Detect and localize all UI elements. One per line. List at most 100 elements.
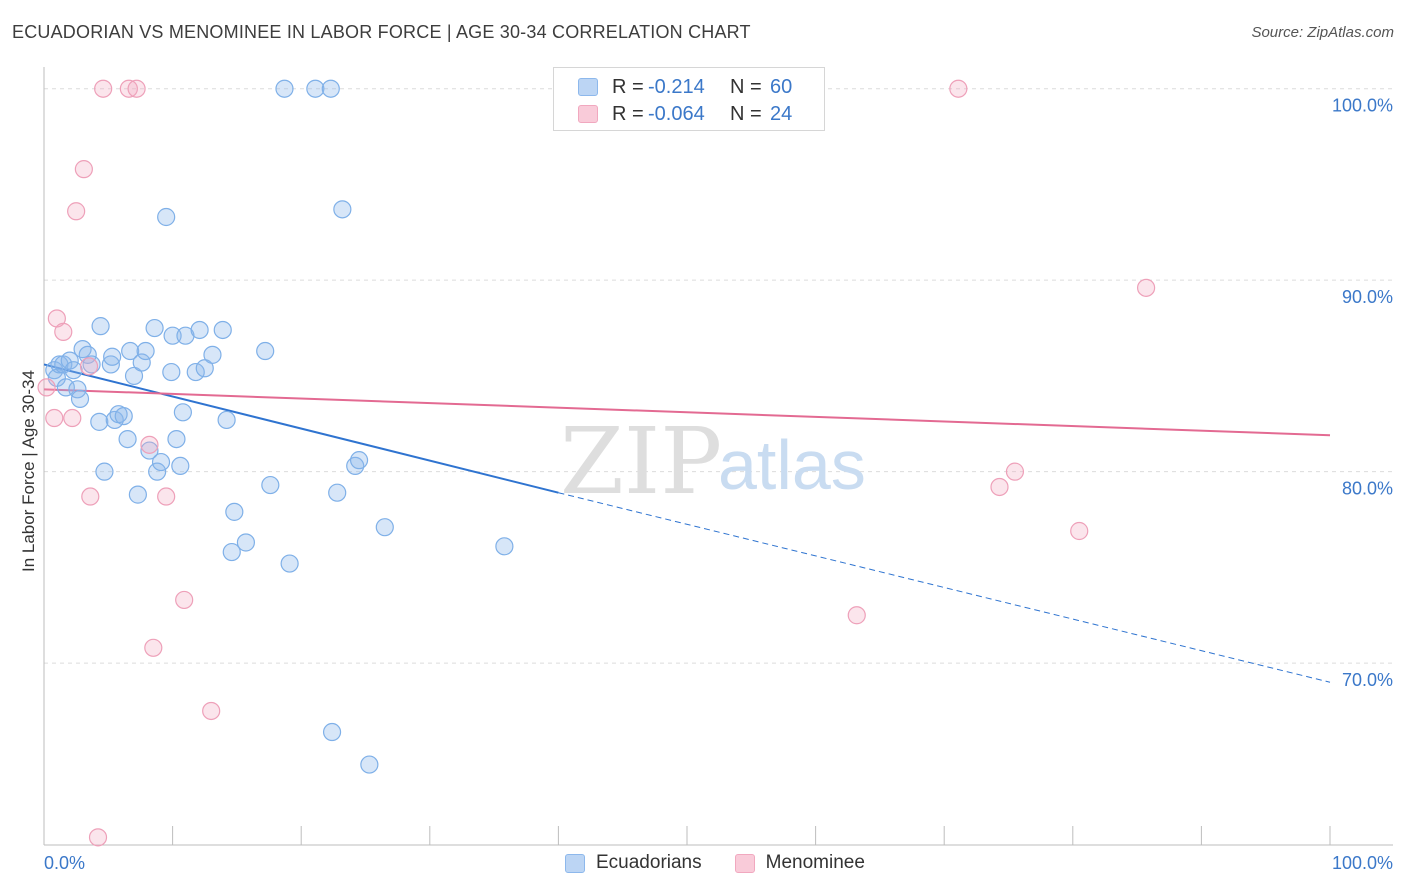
y-axis-label: In Labor Force | Age 30-34	[19, 370, 38, 572]
y-tick-label-100: 100.0%	[1332, 96, 1393, 116]
menominee-point	[202, 701, 221, 721]
ecuadorians-point	[195, 359, 214, 378]
menominee-point	[54, 322, 73, 341]
watermark-atlas: atlas	[718, 426, 866, 504]
tick-labels: 70.0% 80.0% 90.0% 100.0% 0.0% 100.0%	[44, 96, 1393, 873]
ecuadorians-point	[56, 378, 75, 397]
menominee-point	[67, 202, 86, 221]
ecuadorians-point	[173, 403, 192, 422]
ecuadorians-point	[190, 320, 209, 340]
data-points	[37, 79, 1156, 847]
menominee-point	[1137, 278, 1156, 297]
ecuadorians-point	[280, 554, 299, 573]
menominee-point	[81, 487, 100, 506]
ecuadorians-point	[328, 483, 347, 502]
ecuadorians-point	[82, 355, 101, 374]
menominee-trend-line	[43, 388, 1331, 437]
n-value-ecuadorians: 60	[770, 75, 793, 98]
source-credit: Source: ZipAtlas.com	[1251, 24, 1394, 41]
ecuadorians-point	[256, 341, 275, 361]
ecuadorians-legend-swatch	[565, 853, 585, 873]
ecuadorians-point	[118, 429, 137, 449]
ecuadorians-point	[95, 462, 114, 481]
ecuadorians-point	[306, 79, 325, 98]
ecuadorians-point	[375, 518, 394, 537]
ecuadorians-legend-label: Ecuadorians	[596, 852, 702, 873]
x-tick-label-min: 0.0%	[44, 853, 85, 873]
correlation-legend: R = -0.214 N = 60 R = -0.064 N = 24	[553, 67, 825, 131]
ecuadorians-point	[101, 355, 120, 374]
n-value-menominee: 24	[770, 102, 793, 125]
legend-item-ecuadorians: Ecuadorians	[565, 852, 702, 874]
ecuadorians-point	[171, 456, 190, 476]
series-legend: Ecuadorians Menominee	[565, 852, 898, 874]
ecuadorians-point	[148, 462, 167, 481]
menominee-legend-swatch	[734, 853, 755, 873]
menominee-point	[74, 160, 93, 179]
menominee-point	[94, 79, 113, 98]
menominee-point	[1005, 462, 1025, 481]
menominee-point	[140, 435, 159, 454]
ecuadorians-point	[261, 475, 280, 495]
ecuadorians-point	[333, 200, 352, 219]
menominee-legend-label: Menominee	[765, 852, 865, 873]
menominee-point	[949, 79, 968, 98]
ecuadorians-point	[151, 452, 171, 472]
y-tick-label-80: 80.0%	[1342, 479, 1393, 499]
chart-title: ECUADORIAN VS MENOMINEE IN LABOR FORCE |…	[12, 22, 751, 42]
y-tick-label-70: 70.0%	[1342, 670, 1393, 690]
menominee-point	[175, 590, 194, 610]
r-label: R =	[612, 75, 644, 98]
ecuadorians-swatch	[578, 78, 598, 96]
r-value-menominee: -0.064	[648, 102, 705, 125]
menominee-point	[1070, 521, 1089, 541]
ecuadorians-point	[145, 318, 164, 338]
legend-row-menominee: R = -0.064 N = 24	[578, 102, 792, 126]
trend-lines	[43, 363, 1331, 683]
ecuadorians-point	[495, 537, 514, 556]
menominee-point	[144, 638, 163, 657]
ecuadorians-point	[60, 351, 79, 370]
ecuadorians-point	[157, 207, 176, 227]
ecuadorians-point	[91, 317, 110, 336]
menominee-point	[79, 357, 99, 376]
ecuadorians-trend-extension	[558, 492, 1331, 683]
ecuadorians-point	[162, 362, 181, 382]
ecuadorians-trend-line	[43, 363, 559, 494]
ecuadorians-point	[217, 410, 236, 430]
n-label: N =	[730, 102, 762, 125]
ecuadorians-point	[203, 345, 222, 364]
ecuadorians-point	[73, 340, 92, 359]
ecuadorians-point	[103, 347, 122, 366]
menominee-point	[63, 408, 82, 428]
n-label: N =	[730, 75, 762, 98]
ecuadorians-point	[114, 407, 133, 426]
y-tick-label-90: 90.0%	[1342, 287, 1393, 307]
ecuadorians-point	[167, 429, 186, 449]
ecuadorians-point	[275, 79, 294, 98]
gridlines	[44, 88, 1393, 664]
axes	[43, 67, 1393, 846]
menominee-point	[990, 477, 1009, 497]
ecuadorians-point	[360, 755, 379, 774]
ecuadorians-point	[70, 389, 90, 408]
menominee-point	[157, 487, 176, 506]
ecuadorians-point	[349, 451, 369, 470]
menominee-point	[847, 606, 866, 625]
menominee-swatch	[578, 105, 598, 123]
ecuadorians-point	[64, 361, 83, 380]
ecuadorians-point	[236, 533, 256, 552]
ecuadorians-point	[163, 326, 182, 345]
menominee-point	[37, 378, 56, 397]
ecuadorians-point	[90, 412, 109, 431]
menominee-point	[127, 79, 146, 98]
menominee-point	[119, 79, 138, 98]
watermark-zip: ZIP	[560, 408, 722, 515]
legend-row-ecuadorians: R = -0.214 N = 60	[578, 75, 792, 99]
menominee-point	[45, 408, 64, 428]
ecuadorians-point	[136, 341, 155, 361]
ecuadorians-point	[225, 502, 244, 521]
x-tick-label-max: 100.0%	[1332, 853, 1393, 873]
r-label: R =	[612, 102, 644, 125]
